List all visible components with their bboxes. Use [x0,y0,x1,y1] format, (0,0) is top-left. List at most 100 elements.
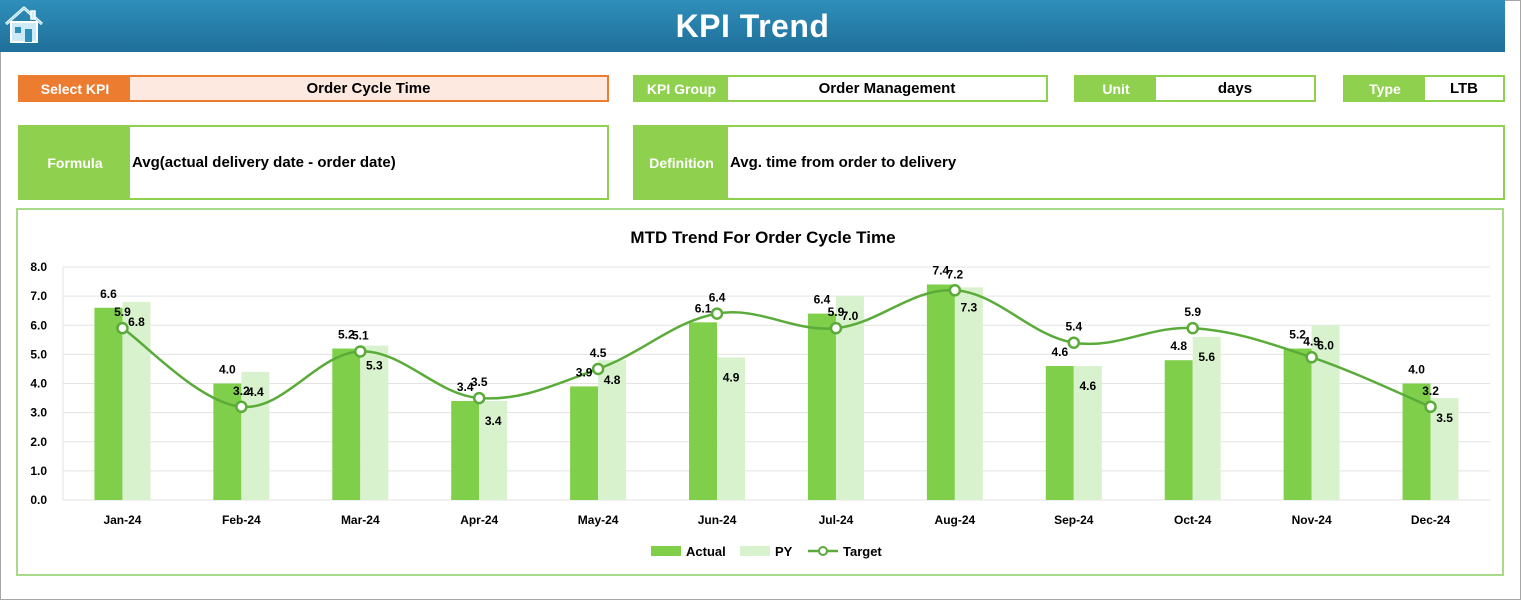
definition-field: Definition Avg. time from order to deliv… [633,125,1505,200]
y-tick-label: 5.0 [30,347,47,361]
actual-data-label: 6.6 [100,287,117,301]
actual-data-label: 4.0 [219,363,236,377]
unit-field: Unit days [1074,75,1316,102]
target-point [472,391,486,405]
x-tick-label: Apr-24 [460,513,498,527]
py-data-label: 4.8 [604,373,621,387]
actual-data-label: 4.8 [1170,339,1187,353]
type-label: Type [1345,77,1425,100]
actual-bar [1283,348,1312,500]
x-tick-label: Dec-24 [1411,513,1451,527]
py-data-label: 7.0 [842,309,859,323]
actual-bar [451,400,480,500]
py-data-label: 6.8 [128,315,145,329]
target-data-label: 3.2 [1422,384,1439,398]
py-data-label: 5.6 [1198,350,1215,364]
y-tick-label: 2.0 [30,435,47,449]
py-bar [1073,366,1102,500]
py-data-label: 3.5 [1436,411,1453,425]
py-data-label: 6.0 [1317,338,1334,352]
target-data-label: 5.4 [1065,320,1082,334]
target-point [710,307,724,320]
target-data-label: 4.5 [590,346,607,360]
target-point [1186,321,1199,335]
x-tick-label: Nov-24 [1292,513,1332,527]
actual-data-label: 4.0 [1408,363,1425,377]
legend-py-swatch [740,546,770,556]
actual-bar [926,284,955,500]
formula-value: Avg(actual delivery date - order date) [130,127,607,198]
kpi-group-label: KPI Group [635,77,728,100]
target-point [354,345,367,358]
formula-label: Formula [20,127,130,198]
py-bar [360,345,389,500]
target-data-label: 5.9 [114,305,131,319]
legend-actual-label: Actual [686,544,726,559]
actual-bar [689,322,718,500]
target-data-label: 3.2 [233,384,250,398]
actual-data-label: 6.4 [814,293,831,307]
y-tick-label: 4.0 [30,377,47,391]
kpi-group-field: KPI Group Order Management [633,75,1048,102]
legend-target-marker [818,546,828,556]
select-kpi-label: Select KPI [20,77,130,100]
actual-data-label: 3.4 [457,380,474,394]
target-point [116,321,129,335]
page-title: KPI Trend [675,8,830,44]
legend-target-label: Target [843,544,882,559]
actual-bar [570,386,599,500]
legend-actual-swatch [651,546,681,556]
target-data-label: 3.5 [471,375,488,389]
unit-value: days [1156,77,1314,100]
target-data-label: 5.9 [828,305,845,319]
header-bar: KPI Trend [0,0,1505,52]
target-line [121,289,1432,409]
actual-data-label: 6.1 [695,301,712,315]
py-data-label: 4.9 [723,370,740,384]
definition-label: Definition [635,127,728,198]
home-icon[interactable] [3,4,45,44]
chart-panel: MTD Trend For Order Cycle Time 0.0 1.0 2.0… [16,208,1504,576]
x-tick-label: Aug-24 [935,513,976,527]
py-data-label: 3.4 [485,414,502,428]
target-point [1067,336,1081,349]
actual-data-label: 4.6 [1051,345,1068,359]
target-point [591,362,605,376]
actual-data-label: 3.9 [576,365,593,379]
unit-label: Unit [1076,77,1156,100]
select-kpi-dropdown[interactable]: Order Cycle Time [130,77,607,100]
py-bar [1192,336,1221,500]
y-tick-label: 8.0 [30,260,47,274]
actual-data-label: 7.4 [933,263,950,277]
target-data-label: 4.9 [1303,334,1320,348]
py-data-label: 4.4 [247,385,264,399]
target-data-label: 7.2 [947,267,964,281]
target-point [1305,351,1318,364]
actual-data-label: 5.2 [1289,328,1306,342]
formula-field: Formula Avg(actual delivery date - order… [18,125,609,200]
target-point [235,400,248,414]
y-tick-label: 0.0 [30,493,47,507]
py-bar [1430,398,1459,500]
py-data-label: 4.6 [1079,379,1096,393]
py-bar [598,360,627,500]
definition-value: Avg. time from order to delivery [728,127,1503,198]
chart-title: MTD Trend For Order Cycle Time [630,228,895,247]
actual-bar [332,348,361,500]
type-field: Type LTB [1343,75,1505,102]
py-bar [954,287,983,500]
py-data-label: 5.3 [366,359,383,373]
py-bar [122,301,151,500]
x-tick-label: Feb-24 [222,513,261,527]
actual-bar [1045,366,1074,500]
py-bar [717,357,746,500]
actual-bar [94,307,123,500]
x-tick-label: Sep-24 [1054,513,1094,527]
x-tick-label: Jan-24 [103,513,141,527]
py-bar [241,371,270,500]
x-tick-label: Oct-24 [1174,513,1212,527]
py-data-label: 7.3 [961,300,978,314]
kpi-group-value: Order Management [728,77,1046,100]
target-data-label: 5.1 [352,328,369,342]
target-point [948,284,962,297]
